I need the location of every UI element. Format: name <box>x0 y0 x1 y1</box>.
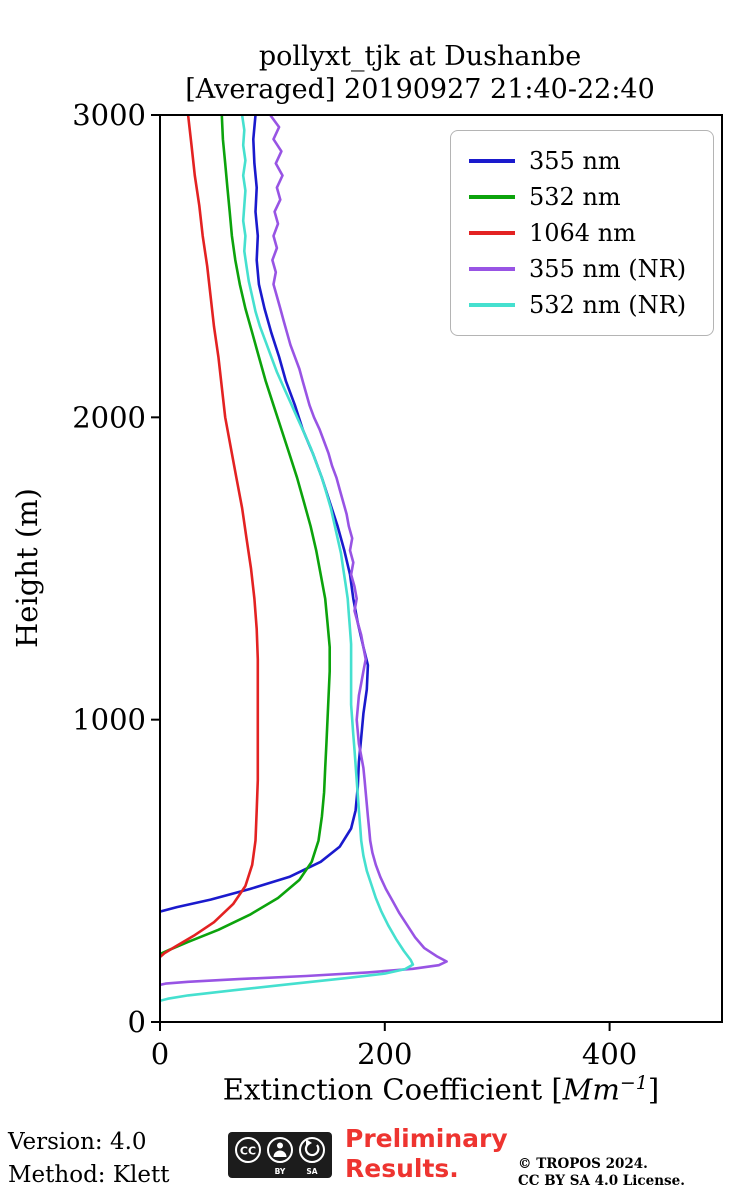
legend-label: 1064 nm <box>529 219 636 247</box>
cc-icon-text: CC <box>240 1145 256 1158</box>
chart-lines <box>160 115 448 1003</box>
sa-label: SA <box>306 1167 317 1176</box>
legend-item: 355 nm (NR) <box>461 251 703 287</box>
chart-legend: 355 nm 532 nm 1064 nm 355 nm (NR) 532 nm (NR… <box>450 130 714 336</box>
legend-label: 355 nm (NR) <box>529 255 687 283</box>
series-line-532-nm <box>160 115 332 956</box>
x-axis-label-suffix: ] <box>647 1072 660 1107</box>
series-line-532-nm-nr- <box>160 115 415 1003</box>
y-tick-label: 0 <box>128 1005 146 1039</box>
copyright-line1: © TROPOS 2024. <box>518 1156 648 1172</box>
x-tick-label: 400 <box>582 1037 637 1071</box>
legend-label: 532 nm (NR) <box>529 291 687 319</box>
cc-icon <box>235 1137 261 1163</box>
series-line-1064-nm <box>160 115 260 959</box>
x-tick-label: 0 <box>151 1037 169 1071</box>
x-tick-label: 200 <box>357 1037 412 1071</box>
plot-border <box>159 114 723 1023</box>
preliminary-line1: Preliminary <box>345 1124 508 1153</box>
chart-svg: 0 200 400 0 1000 2000 3000 <box>72 98 723 1071</box>
series-line-355-nm <box>160 115 370 913</box>
legend-swatch <box>469 303 515 307</box>
legend-label: 355 nm <box>529 147 621 175</box>
legend-swatch <box>469 195 515 199</box>
legend-swatch <box>469 159 515 163</box>
version-text: Version: 4.0 <box>8 1129 147 1155</box>
chart-title: pollyxt_tjk at Dushanbe [Averaged] 20190… <box>120 40 720 106</box>
copyright-text: © TROPOS 2024. CC BY SA 4.0 License. <box>518 1156 685 1190</box>
y-tick-label: 3000 <box>72 98 146 132</box>
x-axis-label: Extinction Coefficient [Mm−1] <box>160 1072 722 1107</box>
cc-by-sa-badge-icon: CC BY SA <box>228 1132 332 1178</box>
x-axis-label-exponent: −1 <box>619 1072 648 1094</box>
cc-by-sa-badge: CC BY SA <box>228 1132 332 1182</box>
copyright-line2: CC BY SA 4.0 License. <box>518 1173 685 1189</box>
footer-meta: Version: 4.0 Method: Klett <box>8 1126 169 1192</box>
legend-item: 1064 nm <box>461 215 703 251</box>
y-tick-label: 1000 <box>72 703 146 737</box>
x-axis-label-prefix: Extinction Coefficient [ <box>222 1072 563 1107</box>
series-line-355-nm-nr- <box>160 115 448 987</box>
legend-swatch <box>469 267 515 271</box>
chart-title-line1: pollyxt_tjk at Dushanbe <box>258 41 582 72</box>
y-tick-label: 2000 <box>72 400 146 434</box>
preliminary-results-text: Preliminary Results. <box>345 1124 508 1184</box>
by-person-icon <box>267 1137 293 1163</box>
method-text: Method: Klett <box>8 1162 170 1188</box>
x-axis-label-unit: Mm <box>562 1072 620 1107</box>
legend-swatch <box>469 231 515 235</box>
legend-item: 532 nm <box>461 179 703 215</box>
legend-item: 355 nm <box>461 143 703 179</box>
legend-label: 532 nm <box>529 183 621 211</box>
by-label: BY <box>275 1167 286 1176</box>
sa-arrow-icon <box>299 1137 325 1163</box>
chart-title-line2: [Averaged] 20190927 21:40-22:40 <box>185 74 655 105</box>
preliminary-line2: Results. <box>345 1154 459 1183</box>
legend-item: 532 nm (NR) <box>461 287 703 323</box>
